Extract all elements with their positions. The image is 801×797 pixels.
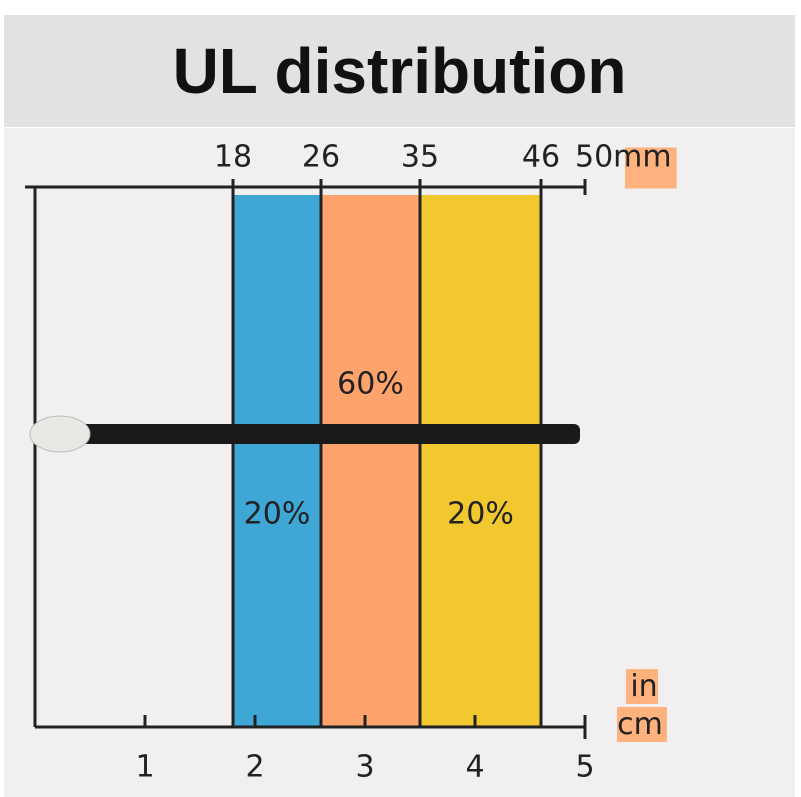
value-label: 20% <box>447 497 514 532</box>
x-tick-label: 35 <box>401 140 439 175</box>
match-head <box>29 415 91 453</box>
x2-tick-label: 1 <box>135 750 154 785</box>
x-tick-label: 26 <box>302 140 340 175</box>
x2-tick-label: 2 <box>245 750 264 785</box>
label-highlight <box>625 147 677 189</box>
x2-tick-label: 4 <box>465 750 484 785</box>
x2-axis-label-text: in cm <box>617 669 667 742</box>
value-label: 60% <box>337 367 404 402</box>
x-tick-label: 46 <box>522 140 560 175</box>
matchstick <box>80 424 580 444</box>
x-tick-label: 18 <box>214 140 252 175</box>
x2-tick-label: 5 <box>575 750 594 785</box>
band <box>233 195 321 727</box>
band <box>420 195 541 727</box>
x-tick-label: 50mm <box>575 140 672 175</box>
x2-tick-label: 3 <box>355 750 374 785</box>
value-label: 20% <box>244 497 311 532</box>
chart-title: UL distribution <box>4 15 795 127</box>
x2-axis-label: in cm <box>612 668 672 744</box>
band <box>321 195 420 727</box>
